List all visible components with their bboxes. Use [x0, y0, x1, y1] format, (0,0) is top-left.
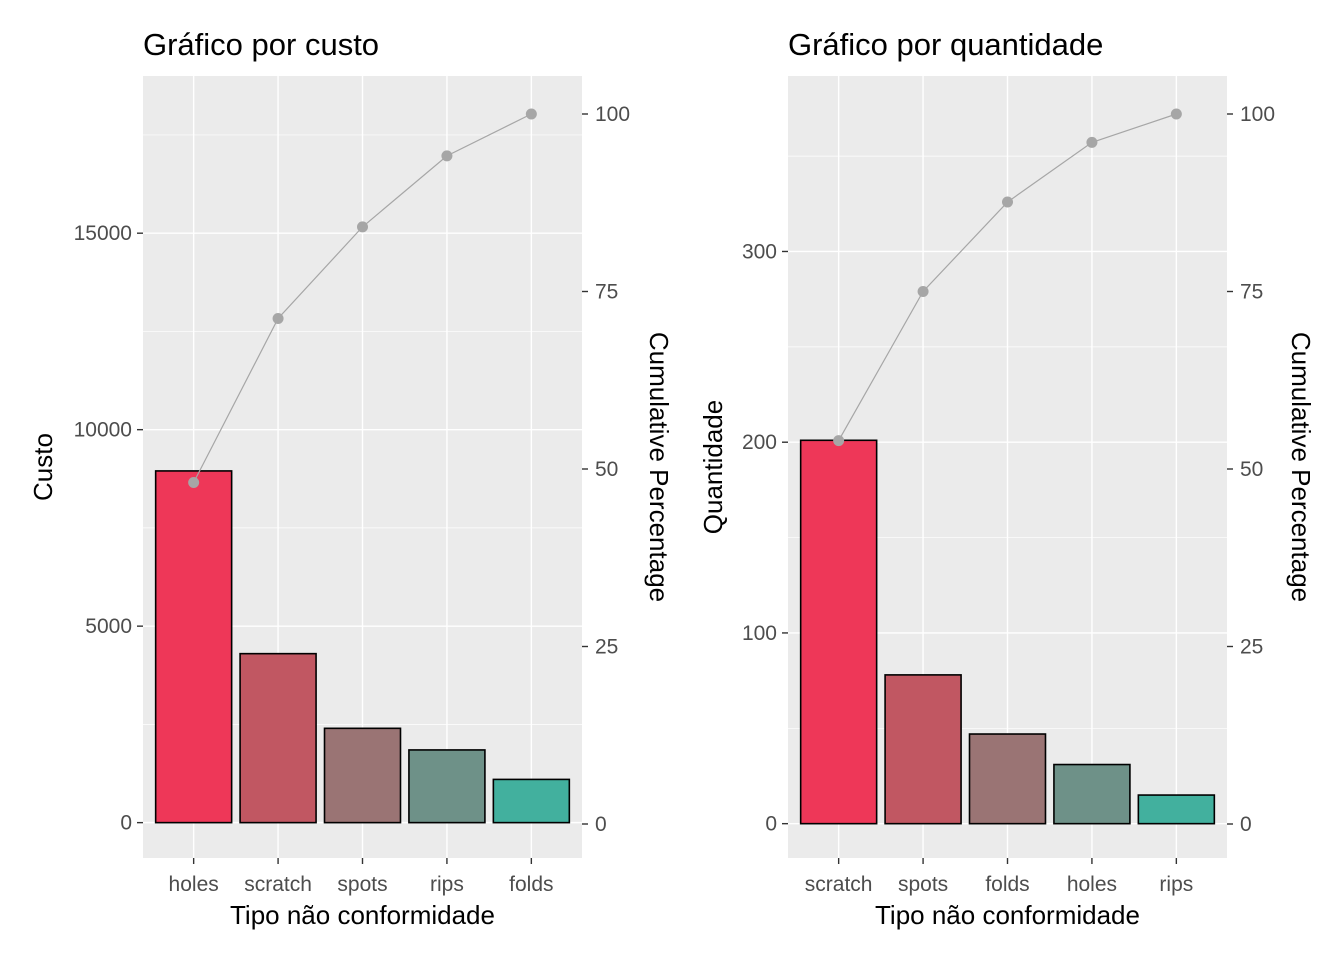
bar-holes	[154, 470, 233, 824]
y2-tick-label: 100	[1240, 103, 1275, 126]
cumulative-point-rips	[1170, 108, 1182, 120]
cumulative-point-rips	[441, 150, 453, 162]
cumulative-point-folds	[1002, 196, 1013, 208]
y2-tick-label: 75	[595, 281, 618, 304]
y2-tick-label: 0	[595, 813, 607, 836]
x-tick-label: rips	[1159, 873, 1193, 896]
cumulative-point-spots	[357, 221, 368, 233]
cumulative-point-scratch	[272, 312, 284, 324]
y2-tick-label: 100	[595, 103, 630, 126]
y2-tick-label: 75	[1240, 281, 1263, 304]
y2-tick-label: 25	[595, 636, 618, 659]
y-axis-title: Quantidade	[698, 400, 728, 534]
x-tick-label: spots	[337, 873, 387, 896]
chart-panel-2: 0 100 200 300 0 25 50 75 100 scratch spots folds hol…	[698, 27, 1316, 930]
bar-folds	[492, 778, 571, 824]
y-axis-title: Custo	[28, 433, 58, 501]
x-axis-title: Tipo não conformidade	[230, 900, 495, 930]
x-tick-label: rips	[430, 873, 464, 896]
y2-tick-label: 50	[1240, 458, 1263, 481]
y-tick-label: 15000	[74, 222, 132, 245]
cumulative-point-scratch	[833, 435, 845, 447]
y-tick-label: 0	[120, 812, 132, 835]
y2-axis-title: Cumulative Percentage	[1286, 332, 1316, 602]
y-tick-label: 300	[742, 240, 777, 263]
cumulative-point-holes	[188, 476, 200, 488]
y2-tick-label: 0	[1240, 813, 1252, 836]
cumulative-point-holes	[1086, 136, 1098, 148]
y-tick-label: 0	[765, 813, 777, 836]
x-tick-label: spots	[898, 873, 948, 896]
y2-axis-title: Cumulative Percentage	[644, 332, 674, 602]
bar-rips	[408, 749, 486, 824]
y-tick-label: 100	[742, 622, 777, 645]
cumulative-point-spots	[917, 286, 929, 297]
bar-holes	[1053, 763, 1131, 825]
y2-tick-label: 25	[1240, 636, 1263, 659]
bar-rips	[1137, 794, 1216, 825]
y-tick-label: 5000	[85, 615, 132, 638]
y2-tick-label: 50	[595, 458, 618, 481]
x-tick-label: scratch	[244, 873, 312, 896]
chart-title: Gráfico por quantidade	[788, 27, 1103, 62]
x-tick-label: holes	[1067, 873, 1117, 896]
x-tick-label: folds	[985, 873, 1029, 896]
bar-spots	[884, 674, 962, 825]
x-tick-label: scratch	[805, 873, 873, 896]
x-tick-label: holes	[169, 873, 219, 896]
x-tick-label: folds	[509, 873, 553, 896]
bar-scratch	[799, 439, 878, 825]
bar-spots	[323, 727, 402, 824]
bar-folds	[968, 733, 1047, 825]
y-tick-label: 10000	[74, 419, 132, 442]
chart-title: Gráfico por custo	[143, 27, 379, 62]
bar-scratch	[239, 652, 317, 824]
y-tick-label: 200	[742, 431, 777, 454]
cumulative-point-folds	[525, 108, 537, 120]
chart-panel-1: 0 5000 10000 15000 0 25 50 75 100 holes scratch spo…	[28, 27, 674, 930]
x-axis-title: Tipo não conformidade	[875, 900, 1140, 930]
